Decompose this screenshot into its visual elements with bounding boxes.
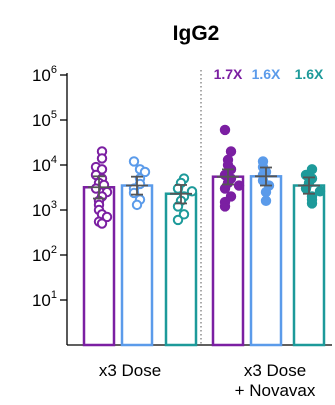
data-point [233,180,245,191]
data-point [101,211,113,223]
category-label: x3 Dose [99,361,161,380]
fold-change-label: 1.7X [214,66,243,82]
data-point [172,201,184,212]
data-point [306,198,318,209]
y-tick-label: 103 [32,199,57,220]
y-ticks: 101 102 103 104 105 106 [32,64,67,310]
category-label: x3 Dose [244,361,306,380]
fold-change-labels: 1.7X 1.6X 1.6X [214,66,324,82]
category-label: + Novavax [235,381,316,400]
bar-series-2 [120,156,154,347]
y-tick-label: 101 [32,289,57,310]
category-labels: x3 Dose x3 Dose+ Novavax [99,361,316,400]
data-point [178,209,190,220]
y-tick-label: 105 [32,109,57,130]
bar-series-1 [82,146,116,347]
data-point [172,214,184,226]
data-point [219,183,231,194]
bar-series-3 [164,173,198,347]
plot-area [82,124,326,347]
data-point [139,166,151,178]
bar-series-5 [249,156,283,347]
bar-series-6 [292,164,326,347]
y-tick-label: 104 [32,154,57,175]
data-point [300,183,312,194]
bar-series-4 [211,124,245,347]
data-point [96,218,108,229]
data-point [225,146,237,157]
data-point [219,201,231,212]
y-tick-label: 106 [32,64,57,85]
bar [292,184,326,347]
data-point [96,153,108,164]
data-point [314,186,326,197]
data-point [219,124,231,136]
chart-title: IgG2 [173,22,220,45]
data-point [260,186,272,198]
data-point [225,191,237,202]
fold-change-label: 1.6X [252,66,281,82]
y-tick-label: 102 [32,244,57,265]
data-point [131,199,143,211]
fold-change-label: 1.6X [295,66,324,82]
data-point [260,195,272,207]
data-point [128,156,140,167]
